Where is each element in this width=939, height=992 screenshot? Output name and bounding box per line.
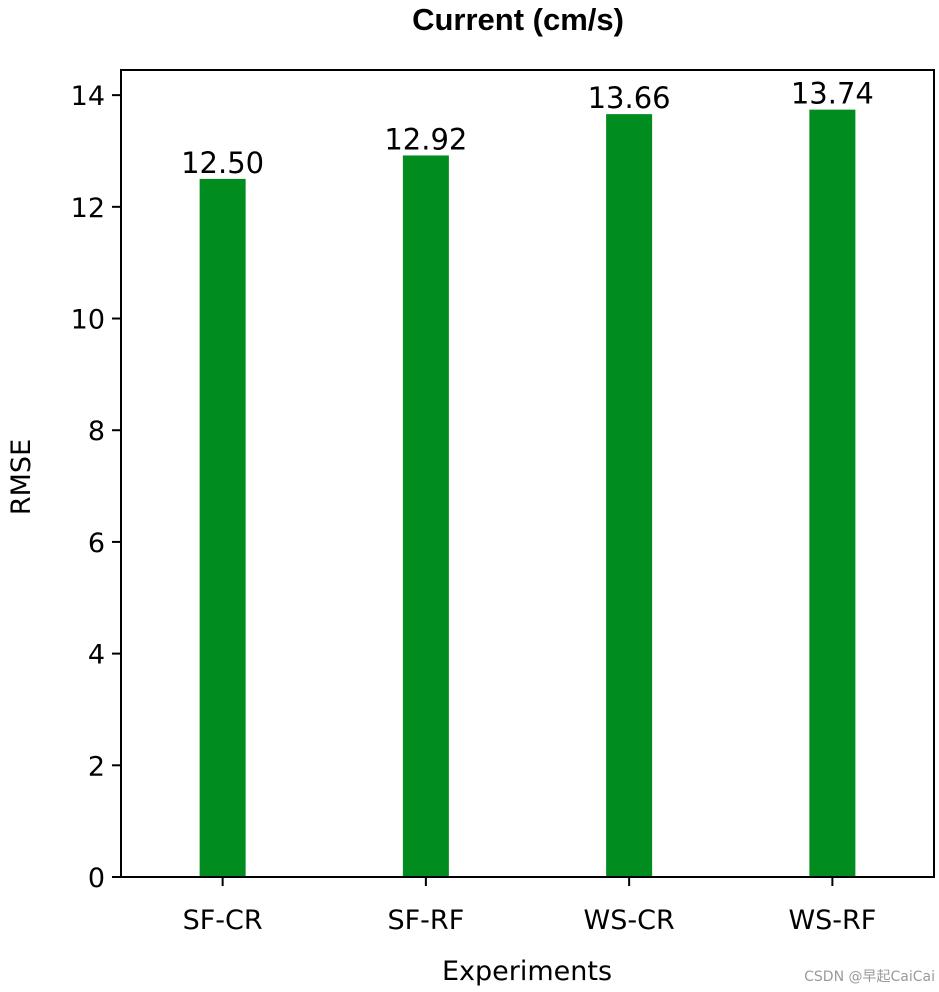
x-axis: SF-CR SF-RF WS-CR WS-RF [183,877,876,936]
bar-ws-rf [809,109,856,877]
bars-group [199,109,856,878]
x-axis-label: Experiments [442,956,612,987]
x-tick-label-sf-cr: SF-CR [183,905,263,936]
bar-ws-cr [606,114,653,878]
y-axis-label: RMSE [6,439,37,515]
y-tick-label-2: 2 [88,751,105,782]
y-tick-label-8: 8 [88,416,105,447]
chart-title: Current (cm/s) [412,2,624,37]
value-labels-group: 12.50 12.92 13.66 13.74 [181,77,874,180]
bar-sf-rf [402,155,449,877]
bar-sf-cr [199,178,246,877]
x-tick-label-sf-rf: SF-RF [388,905,465,936]
x-tick-label-ws-rf: WS-RF [788,905,876,936]
value-label-ws-rf: 13.74 [791,77,874,111]
value-label-sf-cr: 12.50 [181,146,264,180]
y-axis: 0 2 4 6 8 10 12 14 [71,81,121,894]
y-tick-label-10: 10 [71,305,105,336]
watermark-text: CSDN @早起CaiCai [804,969,935,985]
y-tick-label-12: 12 [71,193,105,224]
y-tick-label-0: 0 [88,863,105,894]
y-tick-label-14: 14 [71,81,105,112]
value-label-sf-rf: 12.92 [384,122,467,156]
y-tick-label-4: 4 [88,640,105,671]
value-label-ws-cr: 13.66 [588,81,671,115]
plot-frame [120,69,935,878]
y-tick-label-6: 6 [88,528,105,559]
x-tick-label-ws-cr: WS-CR [584,905,675,936]
